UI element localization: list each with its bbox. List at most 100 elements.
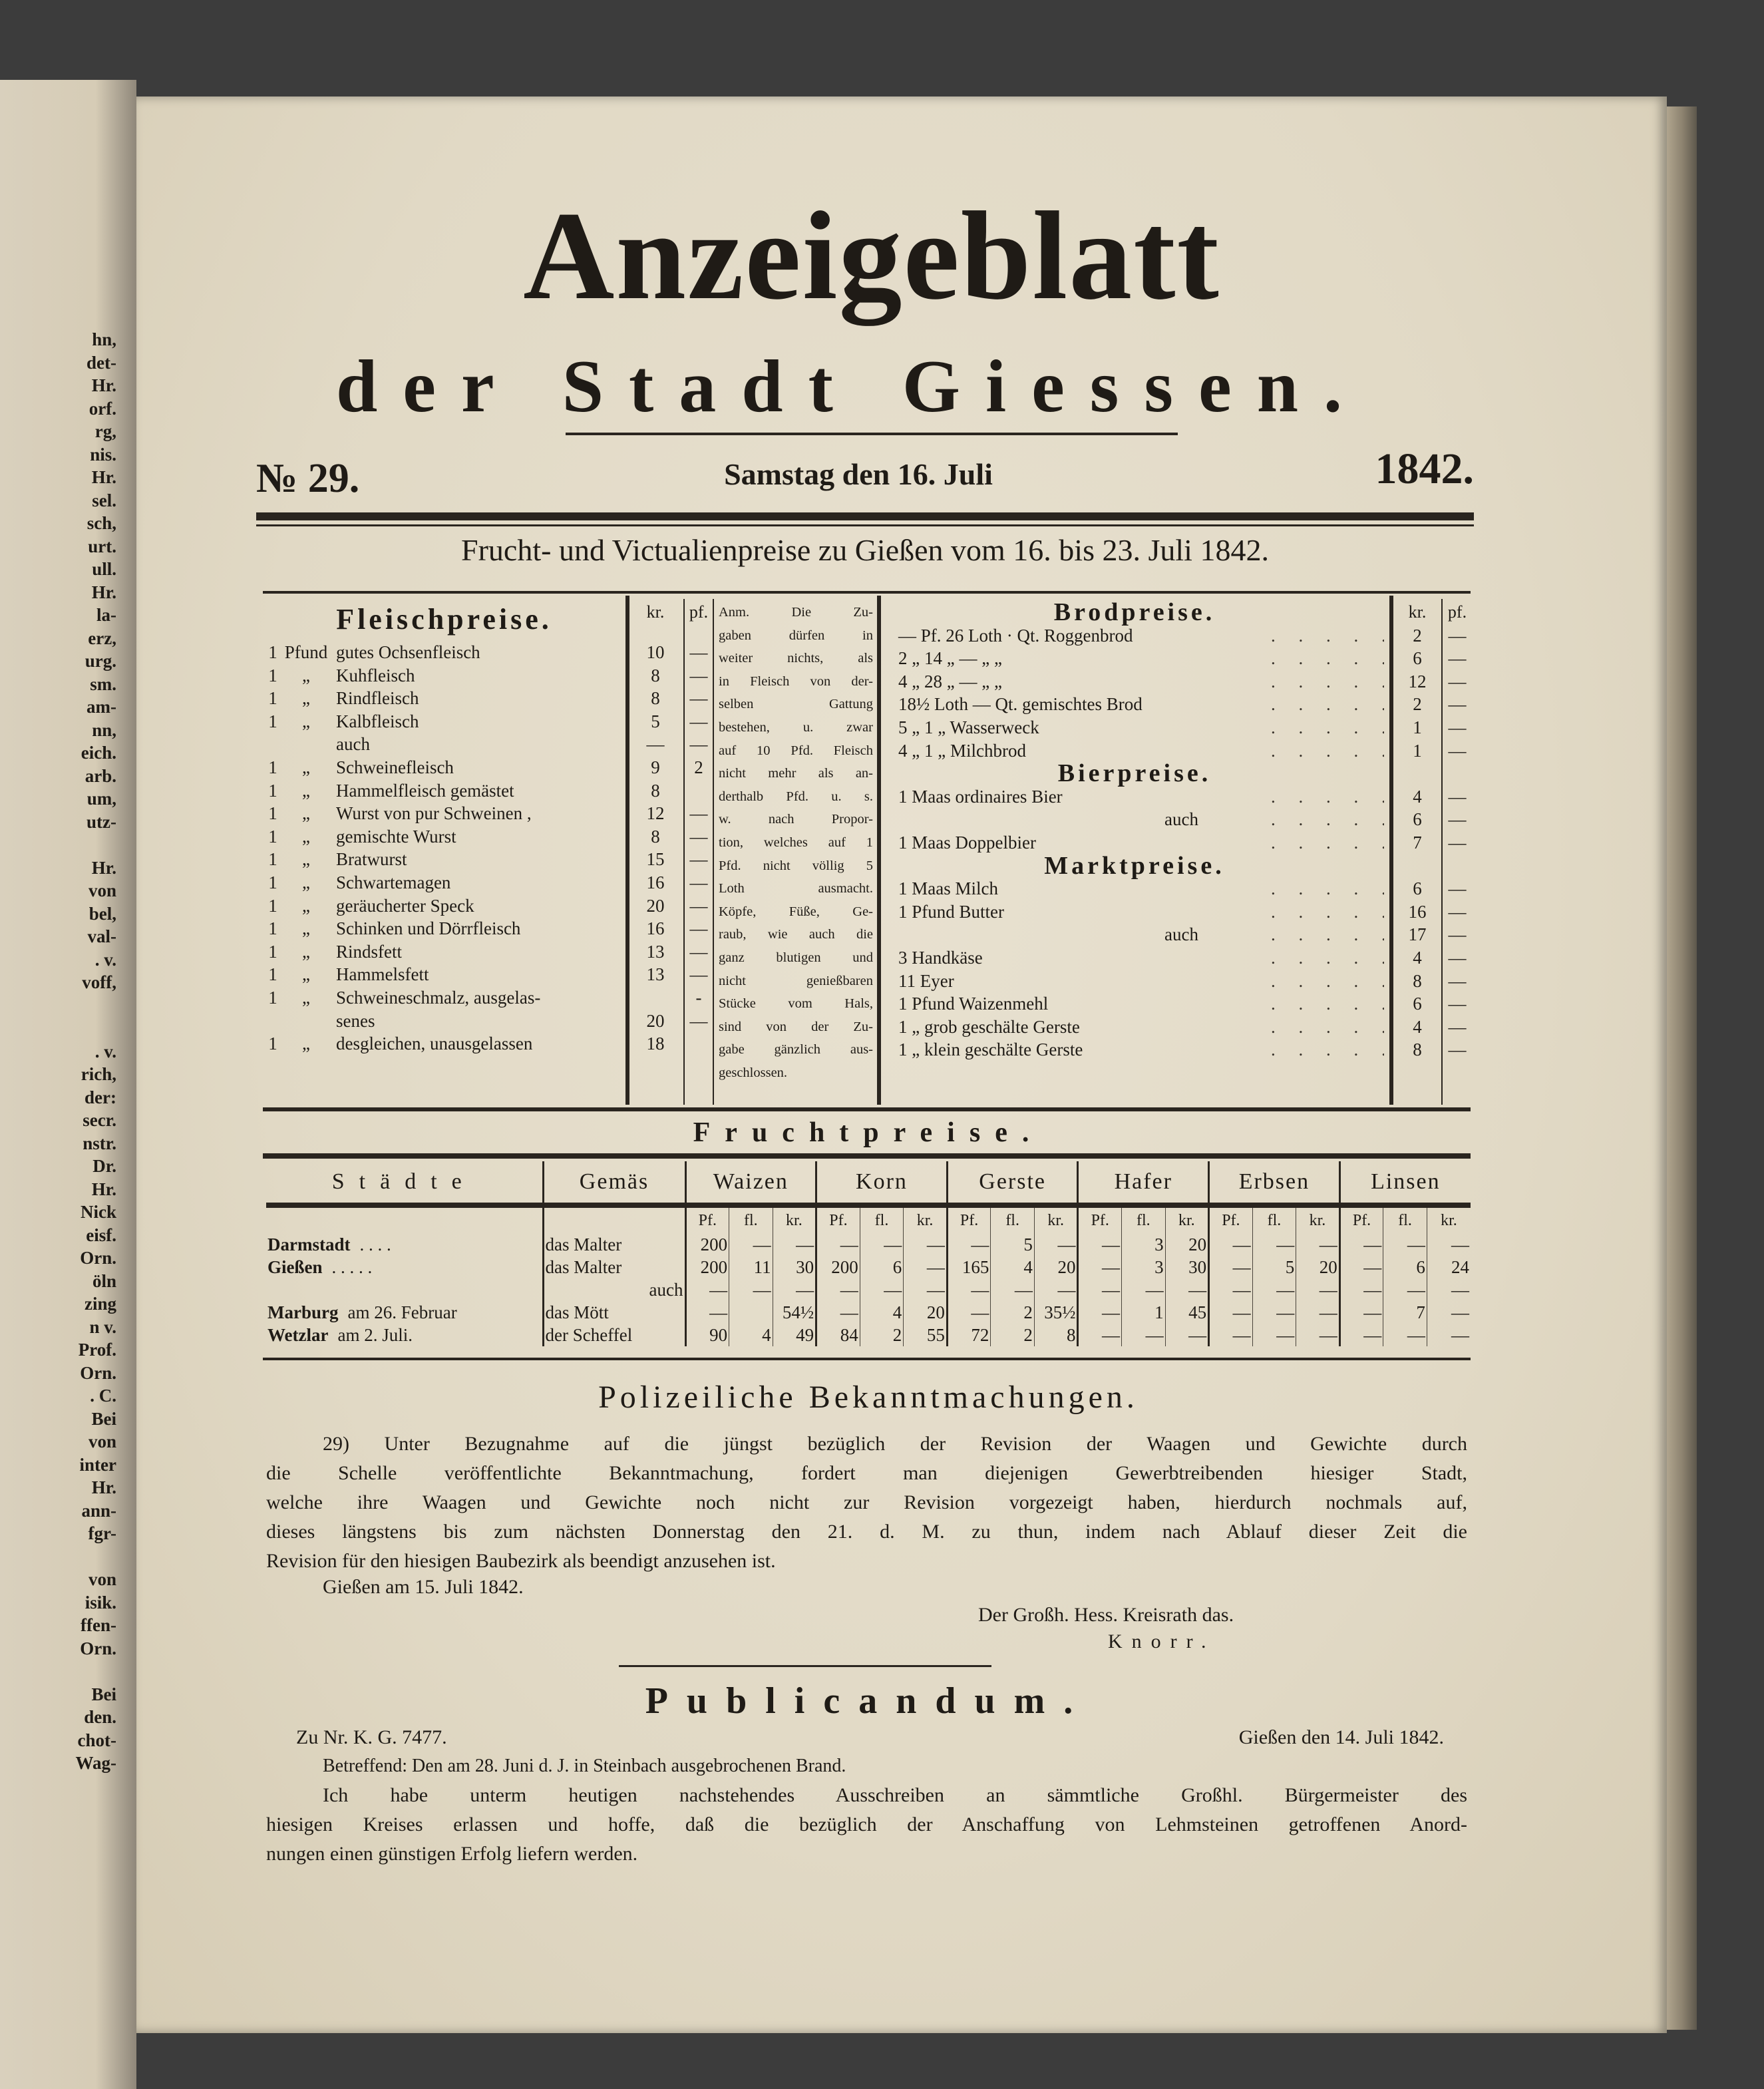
price-pf: — [689, 826, 708, 847]
quantity: 1 [268, 688, 277, 709]
item-name: — Pf. 26 Loth · Qt. Roggenbrod [898, 625, 1133, 646]
price-cell: 72 [946, 1324, 991, 1346]
item-name: 18½ Loth — Qt. gemischtes Brod [898, 694, 1143, 715]
left-page-fragment: rich, [81, 1064, 116, 1084]
city-name: Gießen [267, 1256, 323, 1277]
unit: „ [302, 757, 310, 777]
price-cell: — [1164, 1278, 1209, 1301]
price-cell: — [684, 1301, 729, 1324]
price-kr: 8 [1413, 970, 1422, 991]
text-line: nungen einen günstigen Erfolg liefern we… [266, 1843, 638, 1865]
quantity: 1 [268, 872, 277, 892]
price-kr: 15 [646, 849, 665, 870]
header-row: Städte Gemäs Waizen Korn Gerste Hafer Erbsen Li… [266, 1161, 1471, 1208]
column-header-grain: Korn [815, 1161, 948, 1208]
price-cell: 49 [772, 1324, 816, 1346]
city-cell: Wetzlar am 2. Juli. [266, 1324, 543, 1346]
price-kr: 18 [646, 1034, 665, 1054]
item-name: auch [336, 734, 370, 755]
left-page-fragment: Dr. [92, 1156, 116, 1176]
price-cell: 11 [729, 1256, 773, 1278]
divider [619, 1665, 991, 1667]
note-line: bestehen, u. zwar [719, 719, 873, 735]
item-name: 1 Maas ordinaires Bier [898, 786, 1063, 807]
price-cell: — [815, 1301, 860, 1324]
item-name: 1 Maas Milch [898, 878, 998, 899]
leader-dots: . . . . . . [1271, 694, 1384, 715]
price-cell: 55 [903, 1324, 948, 1346]
price-kr: 8 [651, 688, 660, 709]
left-page-fragment: eich. [81, 743, 116, 763]
price-cell: — [1426, 1301, 1471, 1324]
left-page-fragment: Bei [91, 1684, 117, 1704]
quantity: 1 [268, 642, 277, 662]
left-page-fragment: la- [96, 605, 116, 625]
left-page-fragment: . v. [94, 1041, 116, 1061]
text-line: Revision für den hiesigen Baubezirk als … [266, 1550, 776, 1572]
city-name: Marburg [267, 1302, 339, 1322]
left-page-fragment: urg. [85, 651, 116, 671]
section-title: Marktpreise. [1044, 851, 1225, 880]
grain-price-table: Städte Gemäs Waizen Korn Gerste Hafer Erbsen Li… [266, 1161, 1471, 1346]
left-page-fragment: von [88, 1431, 116, 1451]
item-name: desgleichen, unausgelassen [336, 1034, 533, 1054]
price-cell: 1 [1121, 1301, 1166, 1324]
unit: Pfund [284, 642, 328, 662]
left-page-fragment: ull. [92, 559, 116, 579]
divider [1389, 596, 1393, 1105]
price-kr: 12 [1408, 671, 1427, 691]
price-cell: 20 [1164, 1233, 1209, 1256]
unit-header: kr. [1296, 1205, 1340, 1233]
divider [256, 512, 1474, 520]
meat-heading: Fleischpreise. [336, 603, 552, 636]
price-cell: — [729, 1278, 773, 1301]
price-pf: — [689, 941, 708, 962]
left-page-fragment: chot- [77, 1730, 116, 1750]
text-line: hiesigen Kreises erlassen und hoffe, daß… [266, 1813, 1467, 1835]
price-kr: — [646, 734, 665, 755]
price-cell: 20 [903, 1301, 948, 1324]
price-pf: — [1448, 924, 1467, 945]
left-page-fragment: sel. [92, 490, 116, 510]
left-page-fragment: n v. [89, 1316, 116, 1337]
leader-dots: . . . . . . [1271, 878, 1384, 899]
price-cell: — [1338, 1278, 1383, 1301]
left-page-fragment: urt. [88, 536, 116, 556]
note-line: ganz blutigen und [719, 950, 873, 965]
price-cell: — [1383, 1324, 1427, 1346]
price-cell: 6 [859, 1256, 904, 1278]
left-page-fragment: Hr. [91, 857, 116, 878]
unit-header: kr. [1164, 1205, 1209, 1233]
note-line: in Fleisch von der- [719, 673, 873, 689]
leader-dots: . . . . . . [1271, 994, 1384, 1014]
subheader-row: Pf. fl. kr. Pf. fl. kr. Pf. fl. kr. Pf. fl. kr. Pf. f… [266, 1205, 1471, 1233]
left-page-fragment: orf. [88, 398, 116, 419]
left-page-fragment: Hr. [91, 375, 116, 395]
city-note: . . . . [359, 1234, 391, 1254]
unit-header: kr. [772, 1205, 816, 1233]
price-pf: — [689, 918, 708, 939]
meat-row: 1 „ Schinken und Dörrfleisch 16 — [263, 917, 715, 940]
left-page-fragment: nis. [90, 444, 116, 465]
price-row: 11 Eyer . . . . . . 8 — [885, 970, 1471, 993]
bread-beer-market-list: Brodpreise. — Pf. 26 Loth · Qt. Roggenbro… [885, 600, 1471, 1061]
item-name: 1 „ grob geschälte Gerste [898, 1016, 1080, 1037]
quantity: 1 [268, 987, 277, 1008]
quantity: 1 [268, 964, 277, 985]
price-cell: — [1252, 1301, 1296, 1324]
publicandum-text: Ich habe unterm heutigen nachstehendes A… [266, 1781, 1467, 1869]
quantity: 1 [268, 826, 277, 847]
price-pf: — [1448, 809, 1467, 830]
measure: auch [542, 1278, 686, 1301]
city-cell: Darmstadt . . . . [266, 1233, 543, 1256]
unit-header: Pf. [1077, 1205, 1122, 1233]
city-note: am 2. Juli. [337, 1324, 413, 1345]
left-page-fragment: hn, [92, 329, 116, 349]
leader-dots: . . . . . . [1271, 924, 1384, 945]
item-name: 4 „ 28 „ — „ „ [898, 671, 1002, 691]
price-kr: 8 [651, 826, 660, 847]
police-heading: Polizeiliche Bekanntmachungen. [598, 1380, 1139, 1415]
note-line: nicht mehr als an- [719, 766, 873, 781]
item-name: Kuhfleisch [336, 665, 415, 685]
price-kr: 16 [1408, 901, 1427, 922]
